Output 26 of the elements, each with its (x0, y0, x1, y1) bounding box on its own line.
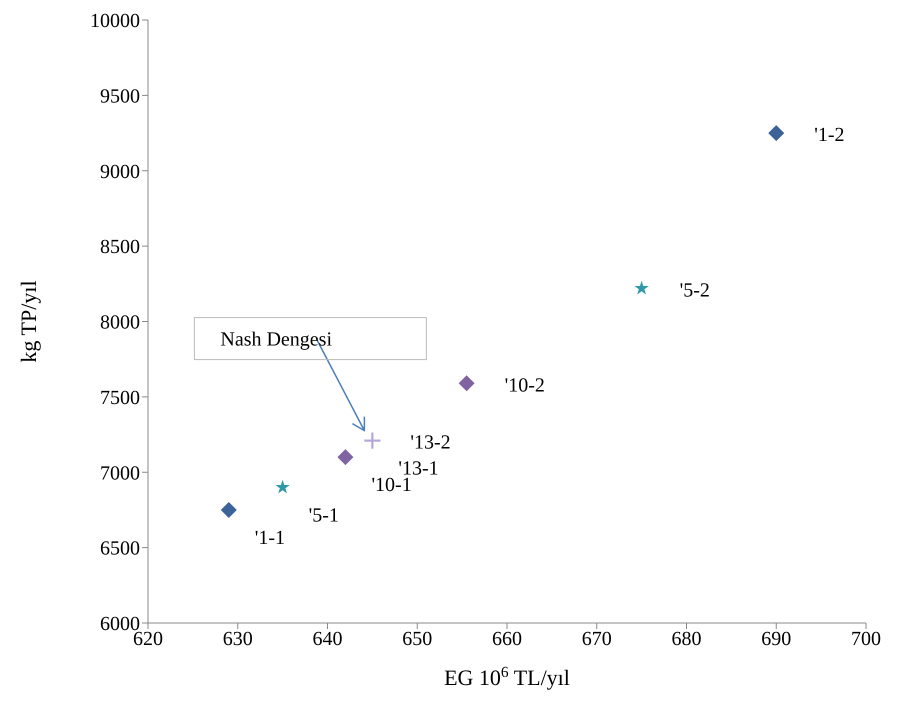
y-tick-label: 7500 (100, 386, 140, 409)
x-tick-label: 640 (312, 628, 342, 650)
annotation: '1-2 (814, 124, 845, 146)
x-tick-label: 690 (761, 628, 792, 650)
x-tick-label: 630 (222, 628, 253, 650)
y-tick-label: 8000 (100, 312, 140, 334)
y-tick-label: 6500 (100, 538, 140, 560)
x-tick-label: 670 (582, 628, 612, 650)
annotation: Nash Dengesi (220, 328, 332, 351)
y-tick-label: 10000 (90, 10, 140, 32)
x-axis-title: EG 10$^{6}$ TL/yıl (444, 664, 570, 690)
y-tick-label: 8500 (100, 236, 140, 258)
y-tick-label: 9000 (100, 160, 140, 183)
y-tick-label: 7000 (100, 462, 140, 484)
x-tick-label: 680 (672, 628, 702, 650)
x-tick-label: 650 (402, 628, 432, 650)
annotation: '10-1 (371, 474, 412, 496)
y-tick-label: 9500 (100, 85, 140, 108)
x-tick-label: 700 (851, 628, 881, 650)
x-tick-label: 660 (492, 628, 522, 650)
annotation: '10-2 (504, 374, 545, 396)
y-axis-title: kg TP/yıl (16, 280, 41, 363)
annotation: '1-1 (254, 526, 286, 549)
annotation: '5-2 (680, 279, 710, 302)
annotation: '5-1 (308, 504, 339, 526)
annotation: '13-2 (410, 432, 451, 454)
